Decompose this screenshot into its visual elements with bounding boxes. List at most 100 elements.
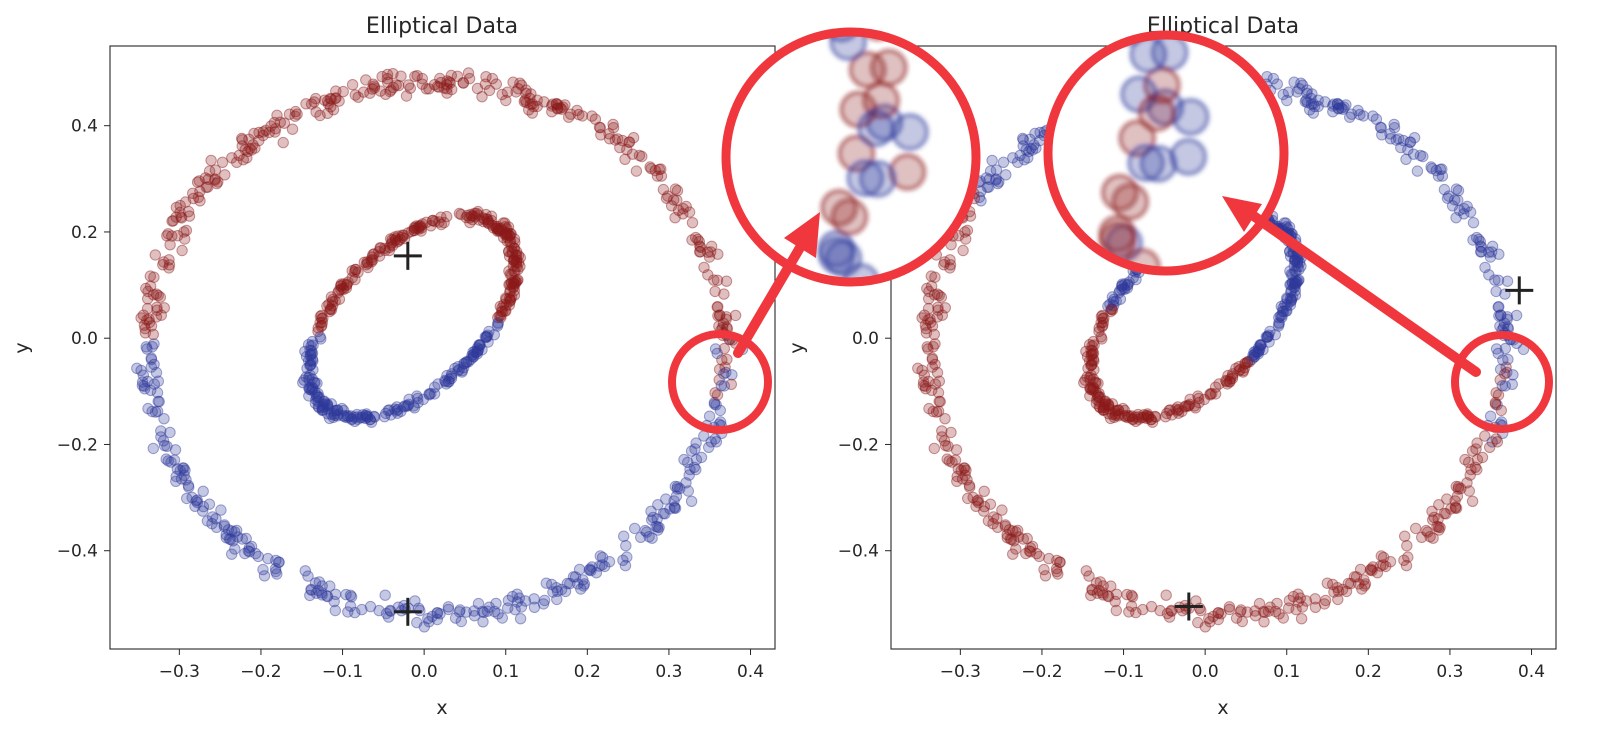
data-point (145, 353, 158, 366)
data-point (959, 226, 971, 238)
data-point (387, 81, 400, 94)
data-point (1023, 545, 1036, 557)
data-point (708, 274, 720, 286)
data-point (362, 261, 374, 274)
data-point (978, 500, 991, 513)
data-point (333, 293, 346, 305)
data-point (152, 289, 164, 302)
data-point (515, 79, 528, 91)
data-point (650, 520, 662, 533)
data-point (651, 513, 663, 525)
data-point (1399, 530, 1411, 542)
data-point (364, 413, 376, 426)
data-point (1052, 568, 1064, 580)
data-point (303, 390, 315, 402)
data-point (594, 550, 606, 562)
data-point (504, 235, 517, 248)
data-point (201, 515, 214, 527)
data-point (1417, 150, 1429, 163)
data-point (170, 201, 183, 214)
data-point (136, 379, 149, 392)
data-point (321, 398, 333, 410)
left-y-axis-label: y (11, 342, 33, 353)
data-point (1286, 291, 1299, 303)
data-point (331, 410, 344, 422)
data-point (559, 99, 571, 111)
data-point (671, 481, 684, 493)
data-point (402, 400, 414, 412)
data-point (1410, 522, 1422, 535)
data-point (504, 293, 517, 306)
data-point (926, 361, 938, 373)
data-point (443, 375, 455, 387)
data-point (1241, 356, 1254, 368)
data-point (1114, 293, 1127, 305)
data-point (925, 280, 938, 292)
data-point (329, 92, 341, 105)
data-point (617, 554, 629, 566)
data-point (1354, 563, 1367, 576)
data-point (1280, 221, 1292, 233)
data-point (721, 353, 733, 366)
data-point (1285, 295, 1297, 308)
data-point (972, 496, 985, 509)
data-point (1332, 593, 1344, 606)
data-point (924, 313, 936, 325)
left-small-highlight-circle (668, 330, 772, 434)
data-point (186, 491, 198, 504)
data-point (143, 313, 155, 325)
data-point (496, 305, 508, 317)
data-point (1087, 348, 1099, 360)
data-point (999, 520, 1011, 533)
data-point (970, 500, 982, 512)
data-point (1289, 277, 1301, 290)
data-point (1486, 246, 1498, 258)
data-point (499, 227, 511, 240)
data-point (400, 90, 413, 102)
data-point (454, 604, 466, 616)
data-point (412, 396, 424, 409)
data-point (1445, 503, 1457, 515)
data-point (325, 93, 337, 105)
data-point (1086, 348, 1098, 360)
data-point (1434, 521, 1446, 534)
data-point (154, 291, 167, 303)
data-point (528, 601, 541, 613)
data-point (1161, 607, 1174, 620)
data-point (487, 222, 500, 234)
data-point (352, 266, 364, 278)
data-point (457, 77, 469, 89)
data-point (308, 96, 320, 108)
data-point (1204, 389, 1216, 401)
data-point (1145, 413, 1157, 426)
data-point (917, 379, 930, 392)
data-point (1414, 149, 1427, 162)
data-point (1296, 601, 1309, 613)
data-point (1178, 401, 1191, 413)
data-point (1484, 251, 1497, 263)
data-point (1289, 253, 1301, 265)
data-point (1082, 362, 1094, 375)
data-point (1113, 408, 1125, 420)
data-point (233, 149, 245, 162)
data-point (1109, 595, 1121, 608)
data-point (1189, 402, 1202, 414)
data-point (1490, 433, 1502, 445)
data-point (1338, 101, 1350, 113)
data-point (1467, 217, 1480, 229)
data-point (1246, 353, 1258, 366)
data-point (273, 556, 285, 568)
data-point (503, 245, 515, 257)
data-point (1084, 390, 1096, 402)
data-point (1307, 107, 1320, 119)
data-point (537, 598, 550, 610)
data-point (1494, 374, 1506, 386)
data-point (379, 589, 391, 601)
data-point (210, 513, 222, 525)
data-point (1285, 268, 1297, 280)
data-point (636, 150, 648, 163)
data-point (241, 152, 253, 164)
data-point (305, 345, 318, 357)
data-point (452, 361, 464, 373)
data-point (428, 388, 441, 400)
